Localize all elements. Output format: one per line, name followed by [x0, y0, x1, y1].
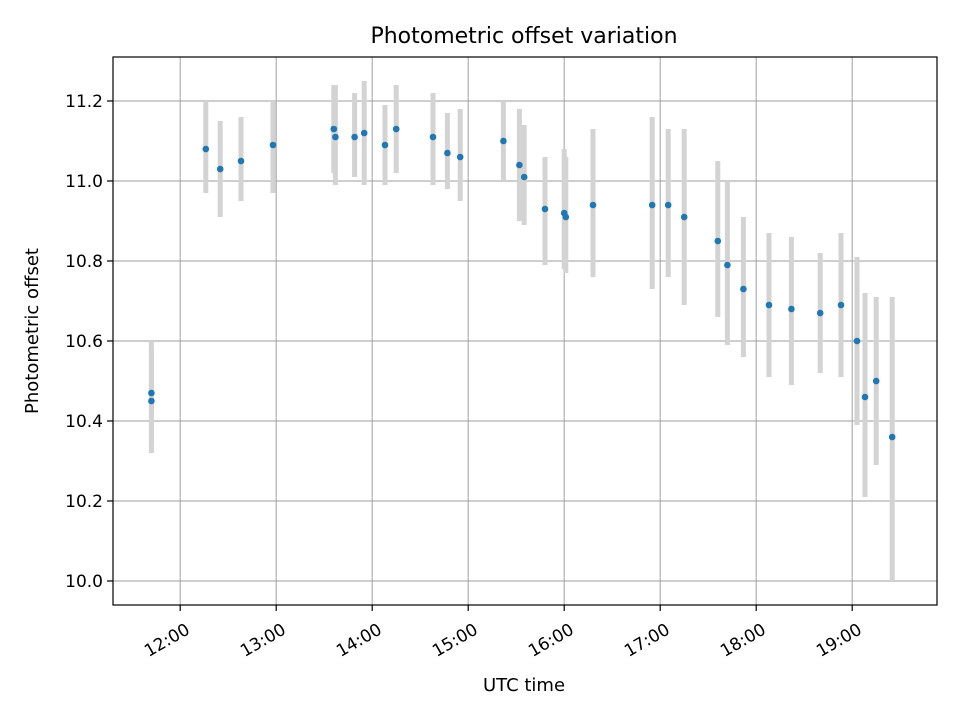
y-tick-label: 11.2 [65, 92, 103, 112]
data-point [648, 201, 656, 209]
chart-title: Photometric offset variation [370, 24, 677, 49]
data-point [381, 141, 389, 149]
y-tick-label: 10.6 [65, 332, 103, 352]
x-tick-label: 19:00 [813, 620, 865, 662]
x-tick-label: 16:00 [525, 620, 577, 662]
data-point [837, 301, 845, 309]
data-points [148, 125, 896, 441]
data-point [664, 201, 672, 209]
data-point [360, 129, 368, 137]
plot-frame [112, 56, 938, 606]
y-tick-label: 10.4 [65, 412, 103, 432]
data-point [724, 261, 731, 269]
data-point [500, 137, 507, 145]
y-tick-label: 11.0 [65, 172, 103, 192]
data-point [429, 133, 437, 141]
data-point [589, 201, 597, 209]
data-point [816, 309, 824, 317]
x-tick-label: 17:00 [621, 620, 673, 662]
data-point [861, 393, 869, 401]
data-point [269, 141, 277, 149]
data-point [888, 433, 896, 441]
data-point [680, 213, 688, 221]
data-point [148, 389, 155, 397]
data-point [330, 125, 338, 133]
data-point [541, 205, 549, 213]
x-tick-label: 13:00 [237, 620, 289, 662]
y-axis-label: Photometric offset [22, 248, 43, 414]
data-point [202, 145, 210, 153]
data-point [853, 337, 861, 345]
x-tick-label: 14:00 [333, 620, 385, 662]
y-tick-label: 10.8 [65, 252, 103, 272]
y-tick-label: 10.0 [65, 572, 103, 592]
data-point [788, 305, 795, 313]
data-point [444, 149, 451, 157]
data-point [148, 397, 155, 405]
data-point [237, 157, 245, 165]
x-tick-label: 12:00 [141, 620, 193, 662]
x-tick-label: 18:00 [717, 620, 769, 662]
data-point [714, 237, 722, 245]
x-tick-label: 15:00 [429, 620, 481, 662]
data-point [392, 125, 400, 133]
y-axis-ticks: 10.0 10.2 10.4 10.6 10.8 11.0 11.2 [65, 92, 113, 592]
data-point [562, 213, 570, 221]
data-point [765, 301, 773, 309]
data-point [740, 285, 747, 293]
data-point [516, 161, 523, 169]
error-bars [148, 81, 895, 581]
x-axis-ticks: 12:00 13:00 14:00 15:00 16:00 17:00 18:00 19:00 [141, 605, 866, 662]
data-point [520, 173, 528, 181]
y-tick-label: 10.2 [65, 492, 103, 512]
data-point [332, 133, 339, 141]
x-axis-label: UTC time [483, 675, 565, 696]
data-point [456, 153, 464, 161]
data-point [351, 133, 358, 141]
data-point [872, 377, 880, 385]
data-point [216, 165, 224, 173]
